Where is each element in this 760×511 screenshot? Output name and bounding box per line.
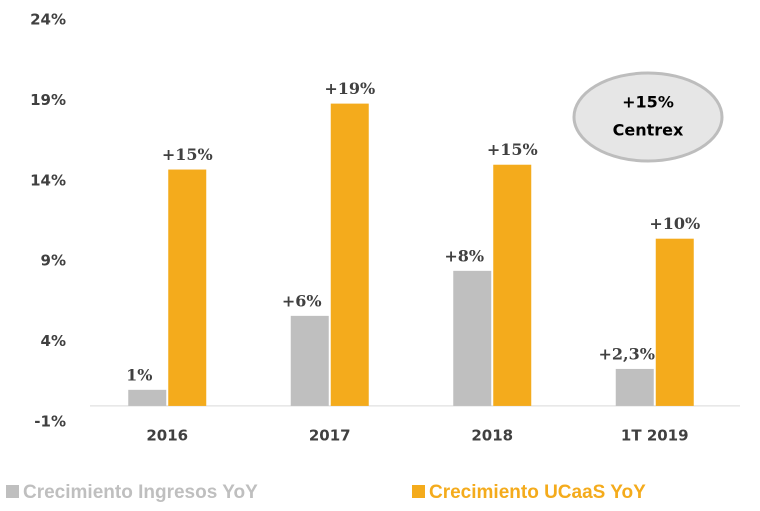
value-label: +2,3%: [599, 344, 655, 363]
value-label: +15%: [487, 140, 538, 159]
y-tick-label: 14%: [30, 171, 66, 189]
legend-swatch: [6, 485, 19, 498]
y-tick-label: 24%: [30, 11, 66, 29]
x-tick-label: 2017: [309, 427, 351, 445]
annotation: Centrex: [613, 121, 684, 140]
value-label: +10%: [649, 214, 700, 233]
y-tick-label: -1%: [34, 413, 66, 431]
value-label: +8%: [444, 246, 484, 265]
y-tick-label: 9%: [41, 252, 66, 270]
legend-label: Crecimiento UCaaS YoY: [429, 482, 646, 503]
annotation: +15%: [622, 93, 674, 112]
value-label: +19%: [324, 79, 375, 98]
annotation-bubble: [572, 71, 724, 163]
x-tick-label: 2018: [471, 427, 513, 445]
legend-swatch: [412, 485, 425, 498]
bar: [290, 315, 329, 406]
bar: [493, 164, 532, 406]
x-tick-label: 2016: [146, 427, 188, 445]
value-label: 1%: [126, 365, 152, 384]
bar: [453, 270, 492, 406]
bar: [330, 103, 369, 406]
legend-label: Crecimiento Ingresos YoY: [23, 482, 258, 503]
y-tick-label: 19%: [30, 91, 66, 109]
x-tick-label: 1T 2019: [621, 427, 689, 445]
value-label: +6%: [282, 291, 322, 310]
value-label: +15%: [162, 145, 213, 164]
bar: [128, 389, 167, 406]
bar: [168, 169, 207, 406]
bar: [615, 368, 654, 406]
bar: [655, 238, 694, 406]
y-tick-label: 4%: [41, 332, 66, 350]
